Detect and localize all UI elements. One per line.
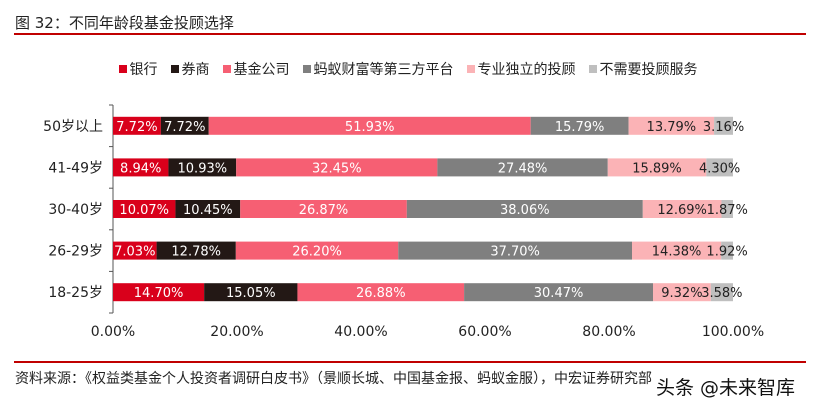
legend-item: 基金公司 <box>222 59 290 79</box>
bar-segment <box>208 116 531 135</box>
data-label: 15.05% <box>226 286 276 301</box>
bar-segment <box>714 116 733 135</box>
data-label: 32.45% <box>312 161 362 176</box>
bar-segment <box>721 200 733 218</box>
title-rule <box>14 33 806 35</box>
data-label: 9.32% <box>661 286 702 301</box>
x-tick-label: 40.00% <box>334 324 387 340</box>
x-tick-label: 0.00% <box>91 324 135 340</box>
data-label: 7.72% <box>116 120 157 135</box>
bar-segment <box>204 283 298 302</box>
data-label: 12.69% <box>657 203 707 218</box>
data-label: 10.93% <box>178 161 228 176</box>
data-label: 3.58% <box>701 286 742 301</box>
data-label: 26.87% <box>299 203 349 218</box>
data-label: 26.88% <box>356 286 406 301</box>
legend-swatch <box>588 65 597 73</box>
data-label: 4.30% <box>699 161 740 176</box>
source-note: 资料来源：《权益类基金个人投资者调研白皮书》（景顺长城、中国基金报、蚂蚁金服），… <box>15 371 652 387</box>
x-tick-label: 80.00% <box>582 324 635 340</box>
bar-segment <box>437 158 608 177</box>
data-label: 14.38% <box>652 245 702 260</box>
data-label: 38.06% <box>500 203 550 218</box>
data-label: 51.93% <box>345 120 395 135</box>
legend-label: 银行 <box>129 62 158 78</box>
data-label: 27.48% <box>498 161 548 176</box>
x-tick-label: 20.00% <box>210 324 263 340</box>
data-label: 7.03% <box>114 245 155 260</box>
legend: 银行 券商 基金公司 蚂蚁财富等第三方平台 专业独立的投顾 不需要投顾服务 <box>0 59 816 79</box>
data-label: 12.78% <box>171 245 221 260</box>
bar-segment <box>710 283 733 302</box>
data-label: 15.89% <box>632 161 682 176</box>
bar-segment <box>175 200 241 218</box>
legend-swatch <box>118 65 127 73</box>
bar-segment <box>168 158 237 177</box>
category-label: 30-40岁 <box>48 202 103 218</box>
bar-segment <box>464 283 654 302</box>
bar-segment <box>113 116 161 135</box>
bar-segment <box>297 283 465 302</box>
data-label: 3.16% <box>703 120 744 135</box>
data-label: 37.70% <box>490 245 540 260</box>
watermark: 头条 @未来智库 <box>656 377 796 399</box>
legend-label: 不需要投顾服务 <box>599 62 698 78</box>
data-label: 13.79% <box>647 120 697 135</box>
legend-label: 券商 <box>181 62 210 78</box>
data-label: 26.20% <box>292 245 342 260</box>
legend-label: 基金公司 <box>233 62 290 78</box>
bar-segment <box>721 241 733 260</box>
legend-item: 专业独立的投顾 <box>466 59 576 79</box>
legend-item: 券商 <box>170 59 210 79</box>
legend-item: 银行 <box>118 59 158 79</box>
category-label: 26-29岁 <box>48 244 103 260</box>
legend-swatch <box>170 65 179 73</box>
bar-segment <box>398 241 633 260</box>
data-label: 10.45% <box>183 203 233 218</box>
legend-swatch <box>222 65 231 73</box>
data-label: 10.07% <box>119 203 169 218</box>
bar-segment <box>113 200 176 218</box>
bar-segment <box>236 158 438 177</box>
bar-segment <box>628 116 715 135</box>
data-label: 1.92% <box>706 245 747 260</box>
data-label: 15.79% <box>555 120 605 135</box>
legend-item: 蚂蚁财富等第三方平台 <box>302 59 454 79</box>
figure-title: 图 32：不同年龄段基金投顾选择 <box>15 14 234 32</box>
bar-segment <box>530 116 629 135</box>
bar-segment <box>156 241 236 260</box>
bar-segment <box>607 158 707 177</box>
legend-swatch <box>466 65 475 73</box>
bar-segment <box>113 283 205 302</box>
category-label: 18-25岁 <box>48 285 103 301</box>
bar-segment <box>406 200 643 218</box>
data-label: 8.94% <box>120 161 161 176</box>
bar-segment <box>113 158 169 177</box>
legend-label: 专业独立的投顾 <box>477 62 576 78</box>
bar-segment <box>160 116 209 135</box>
data-label: 14.70% <box>134 286 184 301</box>
legend-swatch <box>302 65 311 73</box>
data-label: 1.87% <box>707 203 748 218</box>
bar-segment <box>113 241 157 260</box>
bar-segment <box>240 200 407 218</box>
bar-segment <box>642 200 722 218</box>
bar-segment <box>653 283 711 302</box>
data-label: 30.47% <box>534 286 584 301</box>
legend-item: 不需要投顾服务 <box>588 59 698 79</box>
bar-segment <box>235 241 399 260</box>
bar-segment <box>632 241 722 260</box>
category-label: 50岁以上 <box>43 119 103 135</box>
data-label: 7.72% <box>164 120 205 135</box>
x-tick-label: 100.00% <box>702 324 764 340</box>
bar-segment <box>706 158 733 177</box>
legend-label: 蚂蚁财富等第三方平台 <box>313 62 454 78</box>
category-label: 41-49岁 <box>48 160 103 176</box>
x-tick-label: 60.00% <box>458 324 511 340</box>
source-rule <box>14 361 806 363</box>
